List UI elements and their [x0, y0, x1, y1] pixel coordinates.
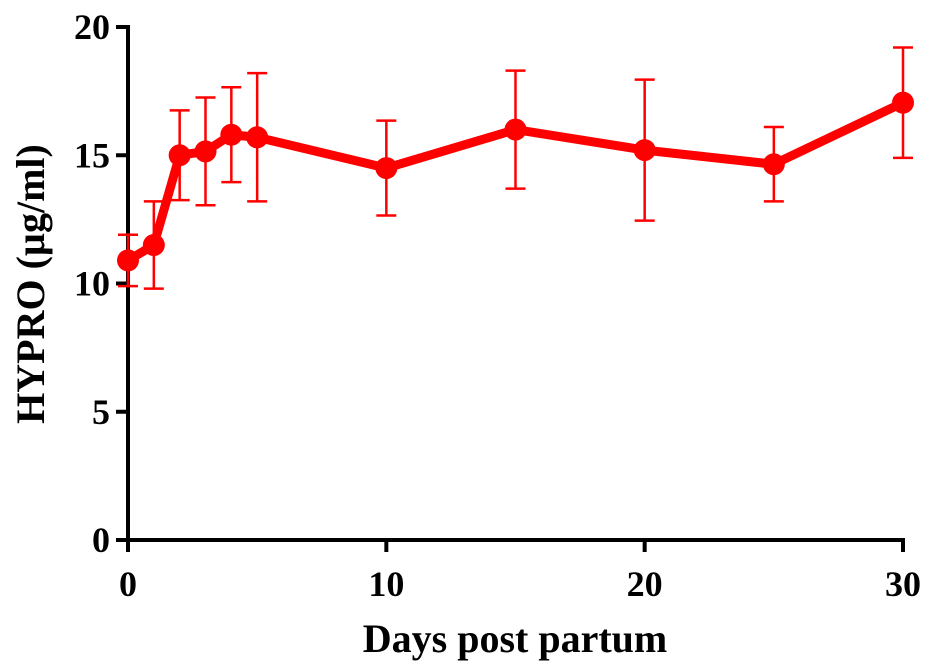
y-tick-label: 5: [92, 392, 110, 432]
y-tick-label: 15: [74, 135, 110, 175]
data-point: [892, 91, 914, 114]
y-tick-label: 20: [74, 7, 110, 47]
data-point: [375, 157, 398, 180]
data-point: [142, 234, 165, 257]
x-tick-label: 30: [885, 564, 921, 604]
y-tick-label: 10: [74, 264, 110, 304]
x-tick-label: 10: [368, 564, 404, 604]
x-axis-title: Days post partum: [363, 616, 667, 661]
data-point: [633, 139, 656, 162]
x-tick-label: 20: [627, 564, 663, 604]
data-point: [762, 153, 785, 176]
data-point: [117, 249, 139, 272]
data-point: [168, 144, 191, 167]
series-layer: [117, 46, 914, 290]
x-tick-label: 0: [119, 564, 137, 604]
data-point: [246, 126, 269, 149]
data-point: [220, 123, 243, 146]
data-point: [194, 140, 217, 163]
y-axis-title: HYPRO (µg/ml): [8, 144, 53, 424]
data-point: [504, 118, 527, 141]
y-tick-label: 0: [92, 520, 110, 560]
x-ticks: 0 10 20 30: [119, 540, 921, 604]
y-ticks: 0 5 10 15 20: [74, 7, 128, 560]
